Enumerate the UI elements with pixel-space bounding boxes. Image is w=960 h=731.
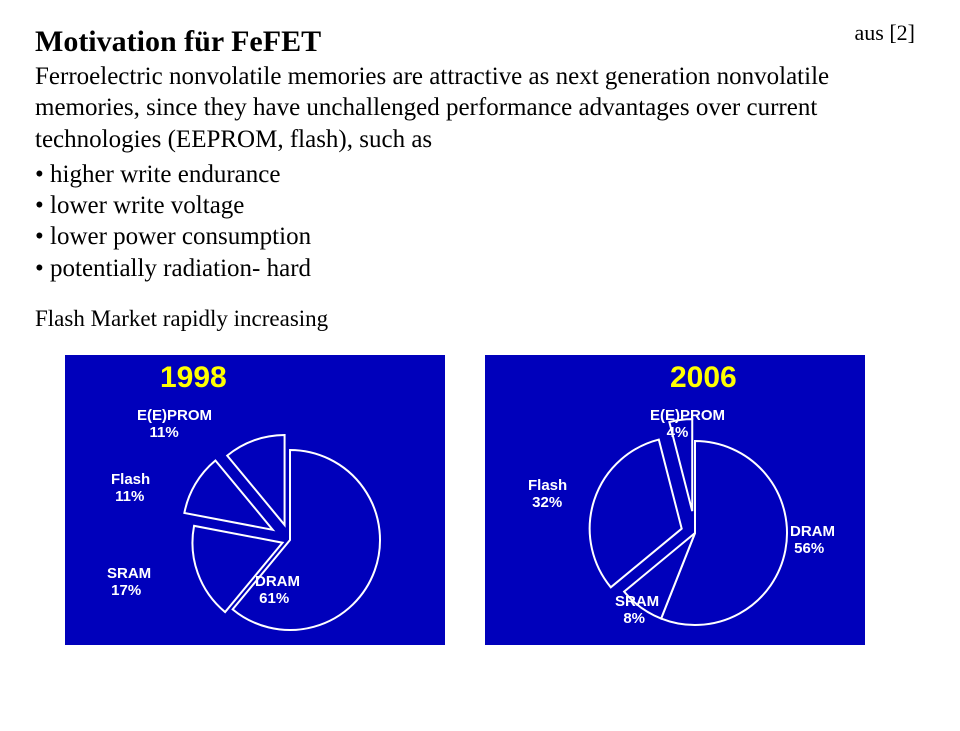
bullet-text: lower power consumption	[50, 223, 311, 250]
pie-slice-dram	[661, 441, 787, 625]
pie-label: E(E)PROM 4%	[650, 407, 725, 442]
pie-chart-2006: 2006E(E)PROM 4%Flash 32%SRAM 8%DRAM 56%	[485, 355, 865, 645]
bullet-text: higher write endurance	[50, 161, 280, 188]
bullet-item: • potentially radiation- hard	[35, 253, 925, 284]
citation: aus [2]	[855, 20, 915, 46]
intro-text: Ferroelectric nonvolatile memories are a…	[35, 61, 925, 155]
charts-row: 1998E(E)PROM 11%Flash 11%SRAM 17%DRAM 61…	[65, 355, 925, 645]
pie-chart-1998: 1998E(E)PROM 11%Flash 11%SRAM 17%DRAM 61…	[65, 355, 445, 645]
page-title: Motivation für FeFET	[35, 25, 925, 59]
pie-label: E(E)PROM 11%	[137, 407, 212, 442]
bullet-item: • lower write voltage	[35, 190, 925, 221]
pie-label: DRAM 56%	[790, 523, 835, 558]
pie-label: SRAM 8%	[615, 593, 659, 628]
pie-label: Flash 32%	[528, 477, 567, 512]
pie-label: SRAM 17%	[107, 565, 151, 600]
bullet-text: potentially radiation- hard	[50, 255, 311, 282]
pie-label: DRAM 61%	[255, 573, 300, 608]
pie-label: Flash 11%	[111, 471, 150, 506]
bullet-list: • higher write endurance • lower write v…	[35, 159, 925, 284]
bullet-text: lower write voltage	[50, 192, 244, 219]
bullet-item: • higher write endurance	[35, 159, 925, 190]
bullet-item: • lower power consumption	[35, 221, 925, 252]
footer-note: Flash Market rapidly increasing	[35, 306, 925, 332]
